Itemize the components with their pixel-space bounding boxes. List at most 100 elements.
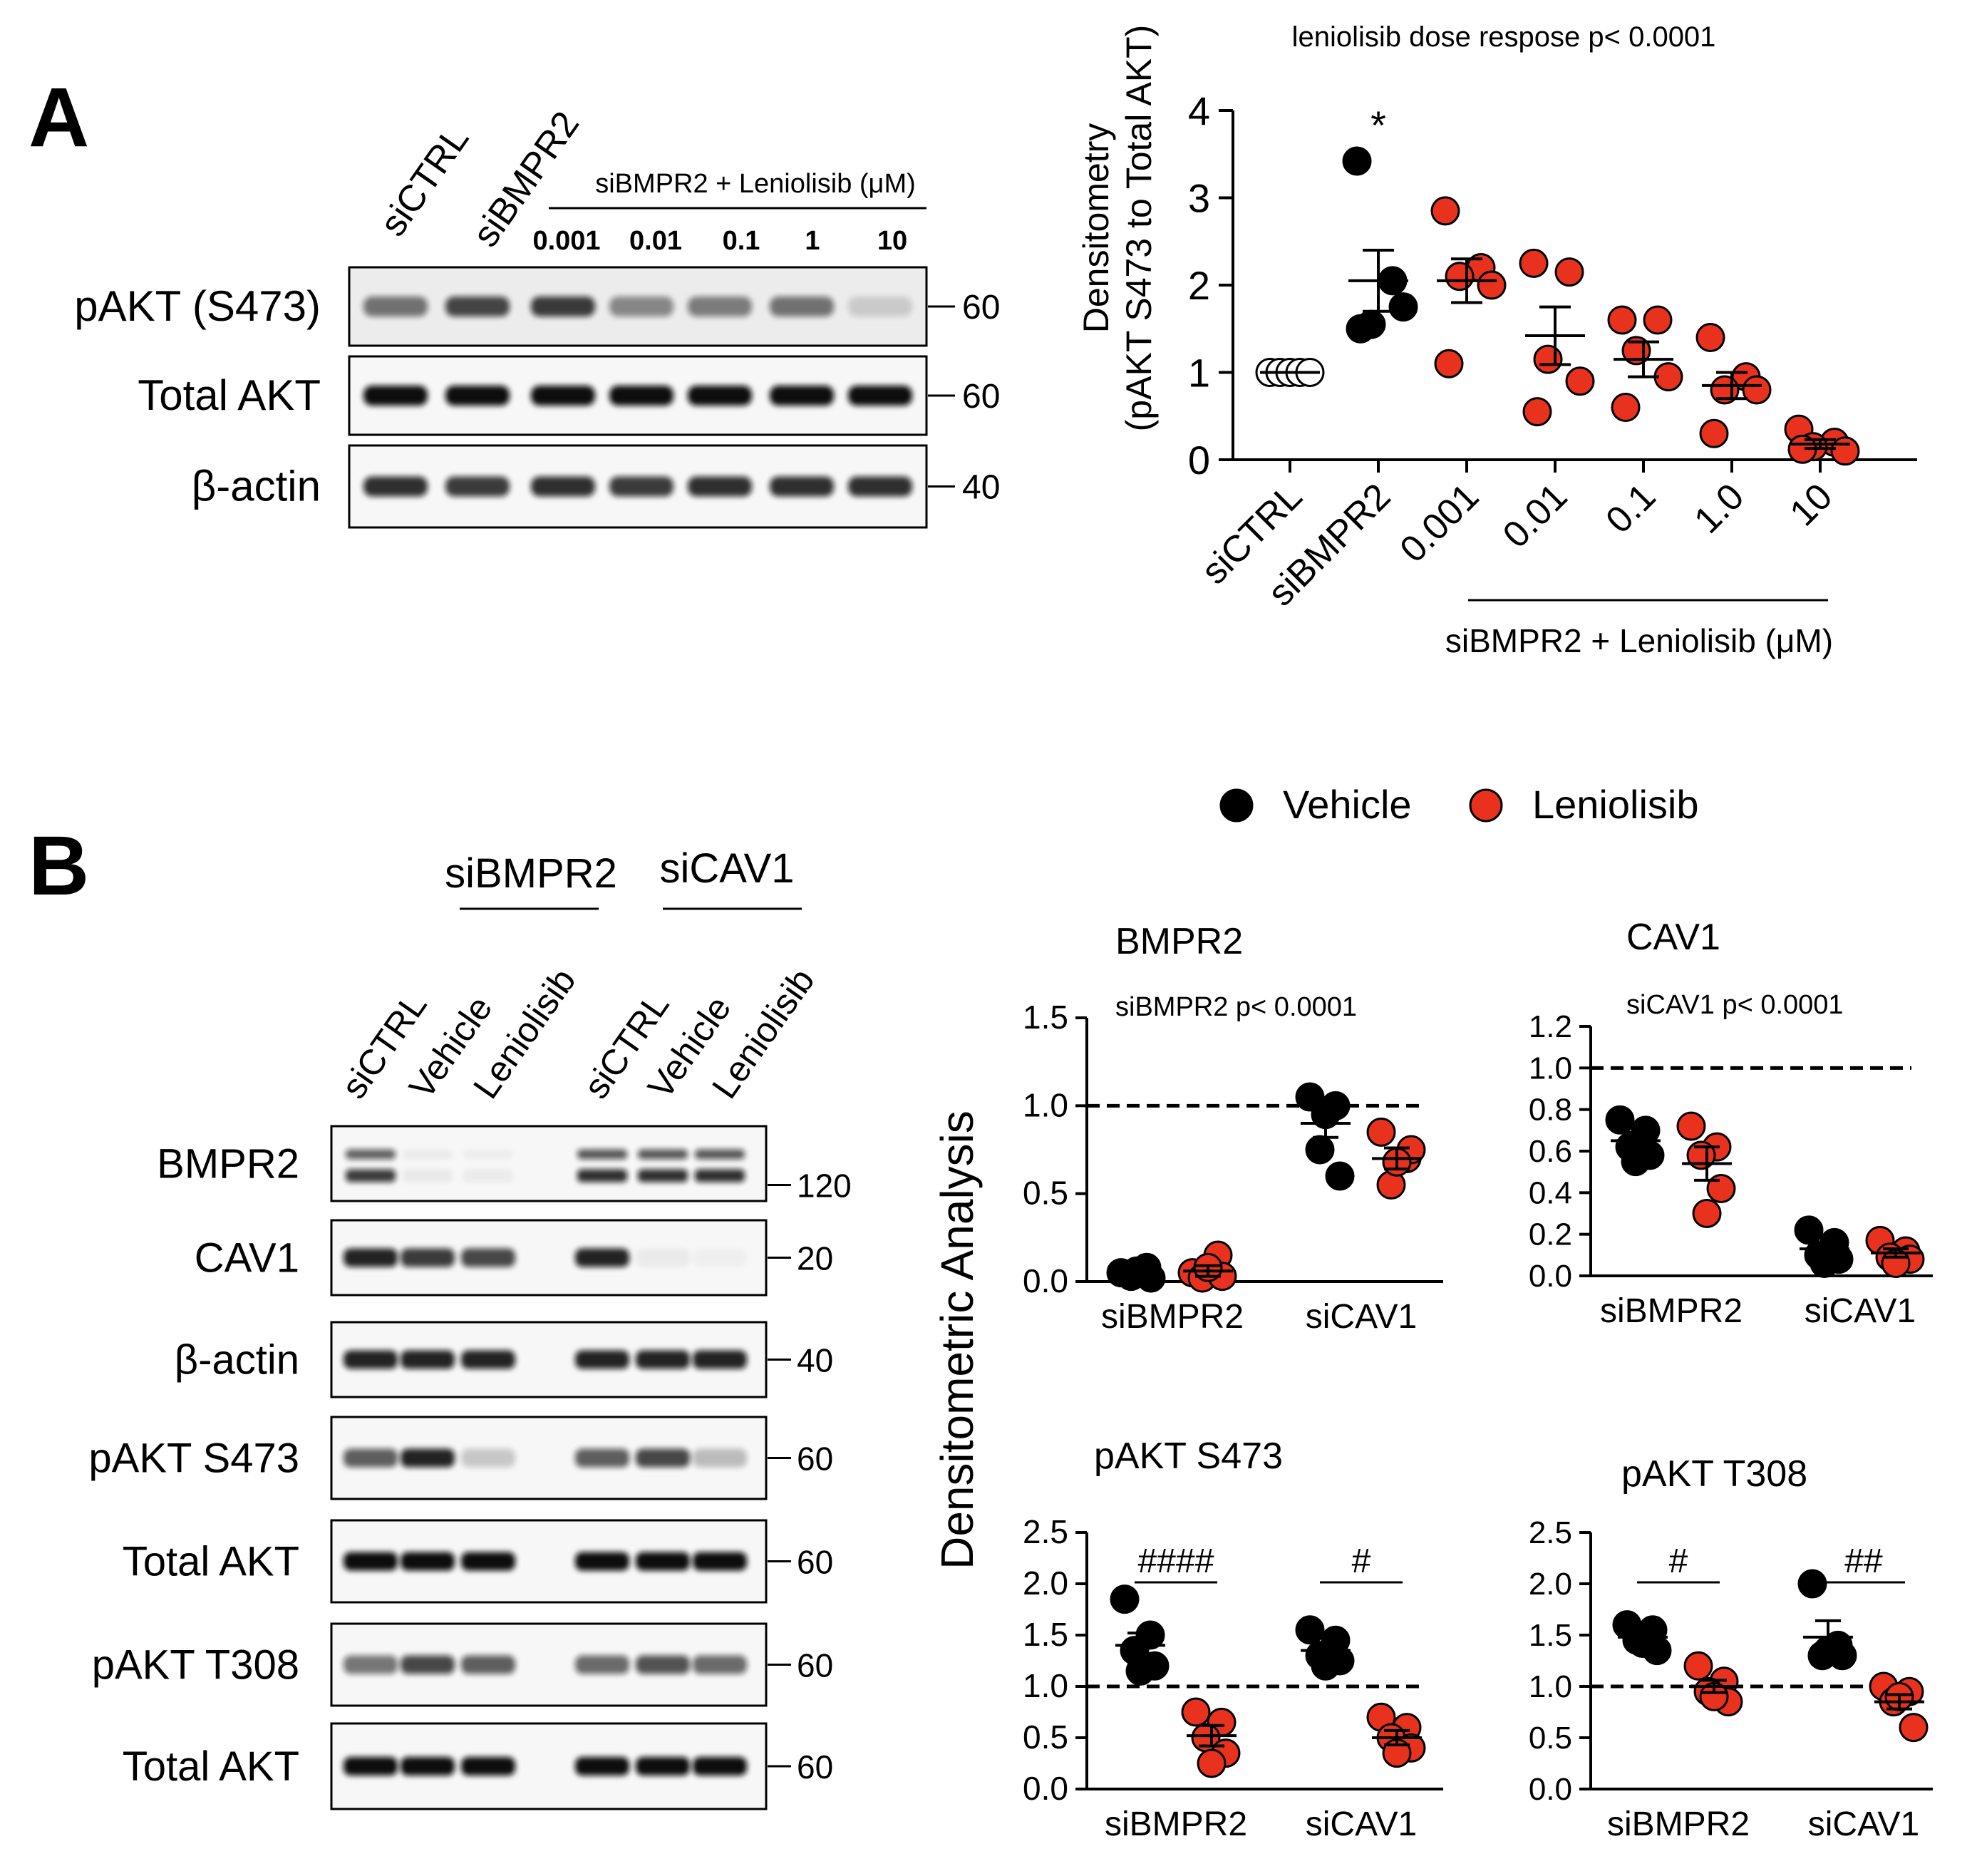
blot-a-mw-label: 40 [962, 469, 1000, 507]
blot-b-mw-label: 60 [797, 1647, 833, 1684]
blot-b-row-label: pAKT T308 [92, 1642, 299, 1689]
chart-a-ytick-label: 0 [1188, 438, 1210, 483]
blot-band [770, 386, 834, 406]
chart-title: BMPR2 [1115, 921, 1243, 962]
western-blot-a: siCTRL siBMPR2 siBMPR2 + Leniolisib (μM)… [74, 104, 1000, 529]
chart-a-point [1611, 393, 1641, 422]
blot-band [575, 1655, 629, 1674]
chart-a-point [1830, 436, 1860, 466]
blot-band [636, 1448, 690, 1468]
blot-b-mw-label: 60 [797, 1544, 833, 1581]
blot-b-row-label: BMPR2 [157, 1141, 299, 1187]
chart-ytick-label: 0.4 [1529, 1175, 1572, 1210]
blot-a-dose-2: 0.1 [723, 226, 760, 256]
blot-b-row-frame [330, 1219, 768, 1297]
blot-band [363, 297, 428, 316]
blot-band [461, 1248, 515, 1267]
panel-label-b: B [29, 819, 89, 913]
blot-a-row-label: β-actin [192, 463, 321, 510]
chart-b-bmpr2: BMPR2 siBMPR2 p< 0.0001 0.0 0.5 1.0 1.5 siBMPR… [1023, 921, 1443, 1336]
chart-ytick-label: 2.5 [1023, 1513, 1068, 1550]
chart-point [1181, 1697, 1211, 1727]
chart-point [1325, 1161, 1355, 1191]
chart-a-annotation: * [1370, 103, 1386, 148]
blot-band [531, 476, 595, 497]
blot-band [346, 1149, 396, 1160]
chart-a-xtick-label: 0.001 [1392, 475, 1487, 570]
blot-b-row-label: Total AKT [123, 1743, 299, 1790]
chart-xtick-label: siBMPR2 [1105, 1805, 1247, 1843]
chart-ytick-label: 0.0 [1529, 1772, 1572, 1807]
chart-a-ytick-label: 3 [1188, 176, 1210, 221]
blot-a-lane-sictrl: siCTRL [372, 119, 477, 244]
chart-subtitle: siBMPR2 p< 0.0001 [1115, 992, 1357, 1022]
blot-band [463, 1169, 513, 1182]
chart-point [1706, 1174, 1736, 1203]
blot-band [575, 1248, 629, 1267]
blot-band [344, 1655, 398, 1674]
blot-band [693, 1350, 747, 1369]
chart-a-point [1742, 375, 1772, 405]
chart-ytick-label: 0.5 [1023, 1175, 1068, 1212]
blot-a-mw-label: 60 [962, 378, 1000, 416]
blot-band [445, 476, 510, 497]
blot-b-mw-label: 120 [797, 1168, 852, 1205]
chart-ytick-label: 1.0 [1529, 1051, 1572, 1086]
blot-band [531, 297, 595, 316]
blot-band [461, 1552, 515, 1571]
blot-band [609, 476, 673, 497]
blot-band [848, 386, 912, 406]
blot-band [346, 1169, 396, 1182]
blot-a-group-label: siBMPR2 + Leniolisib (μM) [595, 169, 916, 199]
blot-band [401, 1552, 455, 1571]
chart-ytick-label: 0.5 [1529, 1721, 1572, 1756]
blot-a-dose-3: 1 [805, 226, 820, 256]
chart-a-ytick-label: 4 [1188, 88, 1210, 133]
blot-band [636, 1655, 690, 1674]
blot-b-mw-label: 60 [797, 1440, 833, 1478]
chart-a-title: leniolisib dose respose p< 0.0001 [1292, 21, 1716, 53]
blot-band [461, 1448, 515, 1468]
blot-band [636, 1248, 690, 1267]
blot-band [461, 1757, 515, 1776]
chart-a-point [1522, 397, 1552, 427]
chart-subtitle: siCAV1 p< 0.0001 [1626, 990, 1844, 1020]
chart-point [1676, 1111, 1706, 1141]
chart-point [1366, 1117, 1396, 1147]
blot-band [693, 1757, 747, 1776]
legend: Vehicle Leniolisib [1219, 782, 1699, 827]
chart-point [1794, 1215, 1824, 1245]
chart-title: pAKT S473 [1094, 1436, 1283, 1477]
chart-ytick-label: 1.0 [1023, 1667, 1068, 1704]
blot-band [695, 1169, 745, 1182]
legend-leniolisib-label: Leniolisib [1532, 782, 1699, 827]
blot-b-row-label: pAKT S473 [88, 1436, 299, 1482]
blot-band [445, 386, 510, 406]
chart-a-point [1695, 323, 1725, 352]
chart-bracket-label: # [1669, 1542, 1688, 1580]
chart-ytick-label: 0.0 [1023, 1770, 1068, 1807]
chart-ytick-label: 0.5 [1023, 1718, 1068, 1756]
chart-a-point [1342, 146, 1372, 176]
chart-a-point [1445, 262, 1475, 292]
chart-a-point [1434, 349, 1464, 378]
chart-a-ytick-label: 2 [1188, 263, 1210, 308]
chart-ytick-label: 0.0 [1023, 1262, 1068, 1299]
chart-ytick-label: 1.5 [1023, 1616, 1068, 1653]
blot-band [693, 1655, 747, 1674]
blot-band [688, 476, 752, 497]
chart-a-xtick-label: 0.1 [1598, 475, 1663, 541]
blot-b-row-label: CAV1 [195, 1235, 299, 1282]
legend-leniolisib-marker [1469, 788, 1503, 823]
chart-ytick-label: 1.5 [1529, 1618, 1572, 1653]
chart-b-cav1: CAV1 siCAV1 p< 0.0001 0.0 0.2 0.4 0.6 0.8 1.0 1.… [1529, 917, 1933, 1330]
chart-a-point [1477, 270, 1507, 300]
chart-xtick-label: siCAV1 [1808, 1805, 1920, 1843]
blot-a-dose-4: 10 [877, 226, 907, 256]
western-blot-b: siBMPR2 siCAV1 siCTRLVehicleLeniolisibsi… [88, 845, 852, 1810]
blot-band [344, 1757, 398, 1776]
chart-a-point [1519, 248, 1549, 278]
chart-bracket-label: ## [1844, 1542, 1883, 1580]
blot-band [401, 1350, 455, 1369]
